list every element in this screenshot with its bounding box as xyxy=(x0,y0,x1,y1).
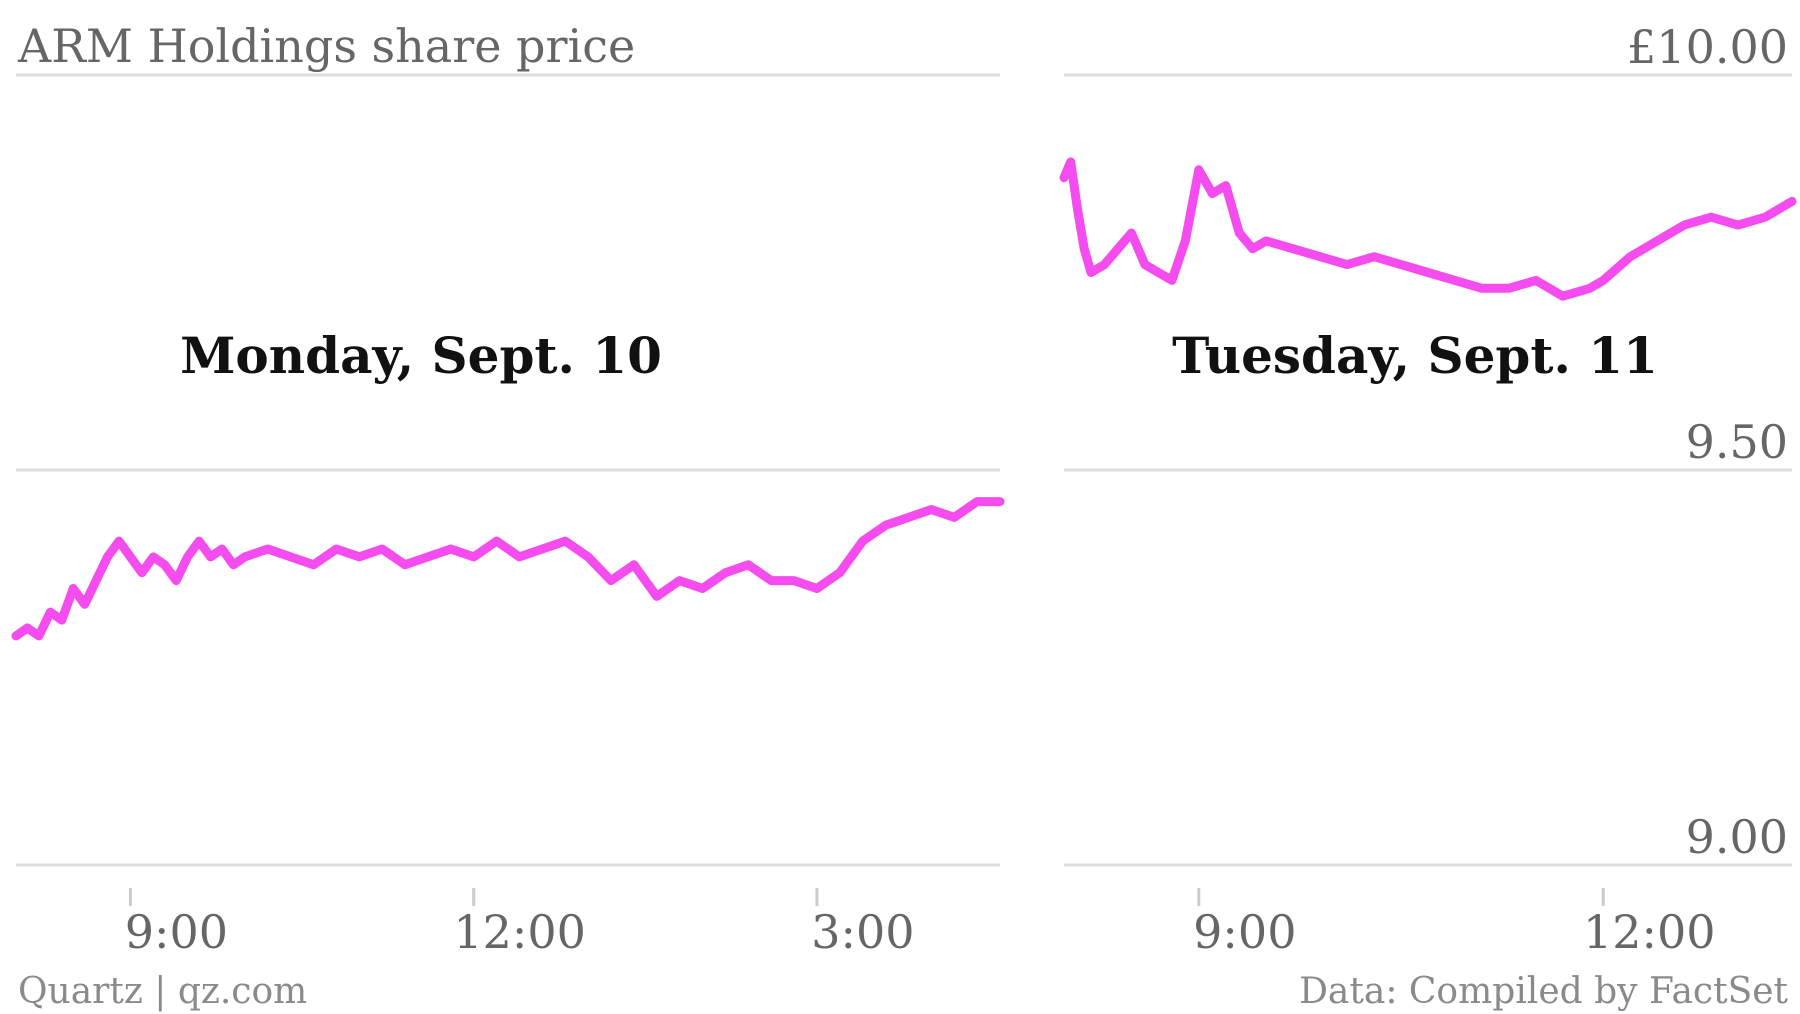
y-tick-label: £10.00 xyxy=(1627,20,1788,74)
x-tick-label: 3:00 xyxy=(811,905,914,959)
gridlines xyxy=(16,73,1792,867)
chart-title: ARM Holdings share price xyxy=(17,19,635,73)
panel-title-monday: Monday, Sept. 10 xyxy=(180,326,662,385)
x-tick-marks xyxy=(128,888,1605,906)
footer-source-right: Data: Compiled by FactSet xyxy=(1299,971,1788,1012)
footer-source-left: Quartz | qz.com xyxy=(18,971,307,1012)
x-tick-label: 9:00 xyxy=(125,905,228,959)
panel-title-tuesday: Tuesday, Sept. 11 xyxy=(1172,326,1658,385)
price-line-panel-0 xyxy=(11,497,1005,641)
x-tick-label: 12:00 xyxy=(1583,905,1716,959)
price-line-panel-1 xyxy=(1059,157,1797,301)
chart-labels: £10.00 9.50 9.00 9:00 12:00 3:00 9:00 12:00 xyxy=(125,20,1788,959)
x-tick-label: 12:00 xyxy=(453,905,586,959)
series-lines xyxy=(11,157,1797,641)
x-tick-label: 9:00 xyxy=(1193,905,1296,959)
y-tick-label: 9.50 xyxy=(1686,415,1788,469)
y-tick-label: 9.00 xyxy=(1686,810,1788,864)
